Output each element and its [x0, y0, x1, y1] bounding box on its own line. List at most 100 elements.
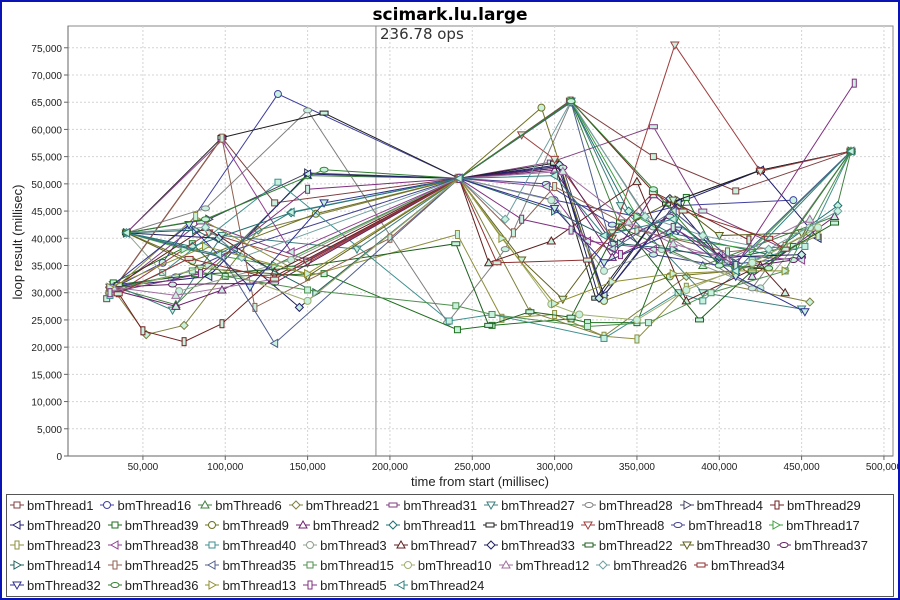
data-point [121, 227, 130, 238]
legend-item: bmThread20 [10, 518, 101, 533]
series-line [109, 177, 786, 305]
legend-marker [598, 560, 609, 570]
data-point [800, 308, 810, 317]
legend-item: bmThread14 [10, 558, 101, 573]
legend-row: bmThread32 bmThread36 bmThread13 bmThread5 b… [7, 575, 893, 595]
legend-item: bmThread16 [100, 498, 191, 513]
data-point [801, 242, 809, 250]
legend-label: bmThread37 [794, 537, 868, 553]
legend-label: bmThread6 [215, 497, 282, 513]
data-point [682, 285, 691, 294]
legend-marker [486, 501, 496, 511]
legend-marker [11, 520, 21, 530]
data-point [640, 211, 650, 222]
data-point [107, 288, 113, 298]
data-point [219, 133, 225, 143]
legend-item: bmThread2 [295, 518, 379, 533]
data-point [273, 90, 282, 99]
legend-label: bmThread31 [403, 497, 478, 513]
data-point [549, 170, 559, 181]
data-point [747, 271, 758, 280]
data-point [748, 258, 757, 267]
legend-marker-icon [205, 521, 220, 529]
legend-marker-icon [393, 580, 408, 590]
data-point [454, 229, 460, 239]
data-point [583, 257, 593, 263]
legend-marker-icon [10, 520, 24, 530]
data-point [695, 317, 705, 323]
legend-label: bmThread39 [124, 517, 199, 533]
y-tick-label: 25,000 [31, 316, 62, 327]
x-tick-label: 500,000 [866, 462, 898, 473]
data-point [633, 211, 642, 222]
data-point [714, 232, 725, 241]
series-bmThread5 [107, 78, 857, 298]
data-point [707, 289, 715, 297]
data-point [780, 287, 791, 297]
legend-item: bmThread3 [303, 538, 387, 553]
legend-marker [779, 542, 789, 548]
legend-marker-icon [484, 540, 499, 550]
legend-label: bmThread1 [27, 497, 94, 513]
y-tick-label: 10,000 [31, 398, 62, 409]
data-point [217, 284, 227, 294]
y-tick-label: 55,000 [31, 153, 62, 164]
data-point [594, 293, 604, 303]
legend-marker-icon [679, 500, 694, 510]
legend-label: bmThread29 [787, 497, 861, 513]
data-point [634, 334, 640, 344]
data-point [670, 222, 676, 232]
data-point [649, 153, 657, 161]
data-point [179, 320, 189, 331]
data-point [547, 196, 556, 205]
legend-item: bmThread9 [205, 517, 289, 533]
data-point [198, 269, 204, 279]
data-point [453, 326, 461, 334]
data-point [851, 78, 857, 88]
data-point [269, 338, 279, 349]
legend-marker [306, 561, 314, 569]
legend-label: bmThread7 [410, 537, 478, 553]
data-point [552, 182, 558, 192]
legend-item: bmThread17 [769, 518, 860, 533]
legend-item: bmThread29 [770, 498, 861, 513]
legend-label: bmThread9 [222, 517, 289, 533]
legend-item: bmThread28 [581, 498, 673, 513]
legend-marker [388, 520, 399, 530]
data-point [170, 301, 181, 310]
legend-label: bmThread35 [222, 557, 297, 573]
legend-marker [110, 582, 120, 588]
data-point [623, 206, 634, 216]
legend-marker [485, 522, 495, 528]
data-point [537, 103, 546, 112]
data-point [304, 268, 313, 279]
legend-label: bmThread21 [305, 497, 380, 513]
data-point [498, 233, 507, 244]
data-point [669, 268, 679, 279]
legend-item: bmThread39 [107, 517, 199, 533]
legend-item: bmThread32 [10, 578, 101, 593]
legend-marker-icon [288, 500, 303, 510]
legend-label: bmThread18 [688, 517, 763, 533]
legend-marker-icon [671, 522, 686, 528]
series-line [109, 177, 819, 321]
data-point [219, 319, 225, 329]
legend-marker-icon [483, 522, 498, 528]
legend-label: bmThread36 [124, 577, 199, 593]
data-point [193, 212, 199, 222]
legend-marker [103, 501, 112, 509]
legend-marker-icon [205, 580, 220, 590]
data-point [668, 196, 679, 206]
data-point [600, 334, 608, 342]
legend-marker [112, 560, 118, 570]
x-tick-label: 350,000 [619, 462, 656, 473]
data-point [557, 166, 568, 175]
legend-item: bmThread8 [580, 518, 664, 533]
x-axis-label: time from start (millisec) [411, 474, 549, 489]
data-point [584, 322, 592, 330]
data-point [549, 204, 560, 214]
series-line [126, 100, 839, 258]
data-point [815, 231, 821, 241]
data-point [270, 276, 280, 282]
